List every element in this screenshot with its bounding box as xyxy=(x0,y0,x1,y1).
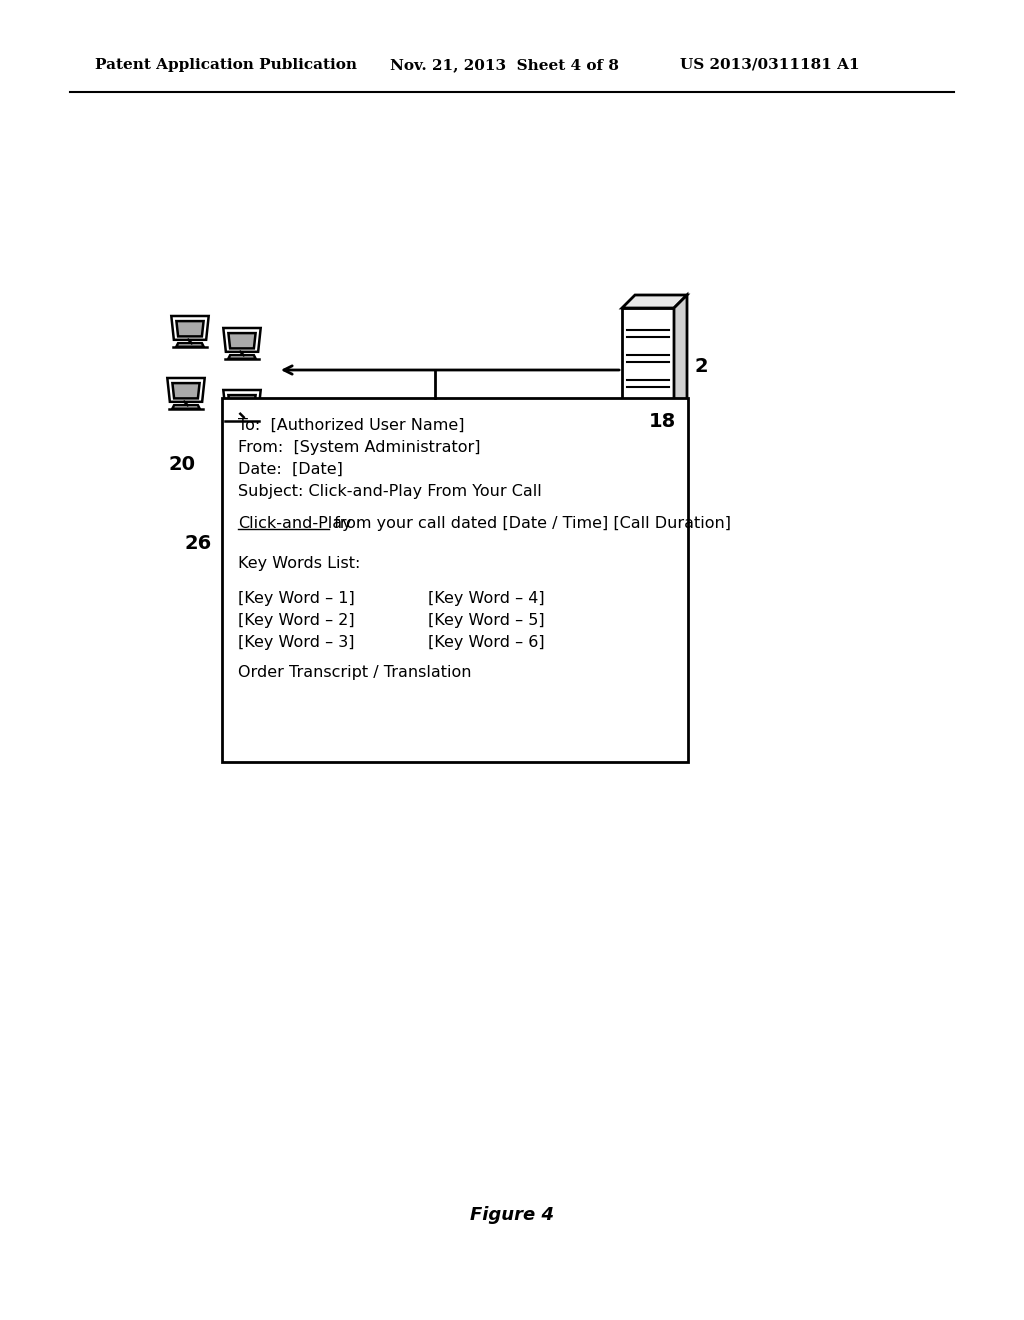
Polygon shape xyxy=(228,333,256,348)
Text: Order Transcript / Translation: Order Transcript / Translation xyxy=(238,665,471,680)
Text: [Key Word – 2]: [Key Word – 2] xyxy=(238,612,354,628)
Text: Patent Application Publication: Patent Application Publication xyxy=(95,58,357,73)
Text: To:  [Authorized User Name]: To: [Authorized User Name] xyxy=(238,418,465,433)
Text: Nov. 21, 2013  Sheet 4 of 8: Nov. 21, 2013 Sheet 4 of 8 xyxy=(390,58,618,73)
Text: Date:  [Date]: Date: [Date] xyxy=(238,462,343,477)
Polygon shape xyxy=(171,315,209,339)
Text: 26: 26 xyxy=(184,535,211,553)
Polygon shape xyxy=(228,417,256,421)
Polygon shape xyxy=(674,294,687,440)
Text: [Key Word – 4]: [Key Word – 4] xyxy=(428,591,545,606)
Polygon shape xyxy=(223,327,261,352)
Polygon shape xyxy=(172,383,200,399)
Polygon shape xyxy=(223,389,261,413)
Polygon shape xyxy=(228,355,256,359)
Text: [Key Word – 5]: [Key Word – 5] xyxy=(428,612,545,628)
Text: 2: 2 xyxy=(694,356,708,375)
Polygon shape xyxy=(228,395,256,411)
Polygon shape xyxy=(167,378,205,401)
Text: from your call dated [Date / Time] [Call Duration]: from your call dated [Date / Time] [Call… xyxy=(329,516,731,531)
Text: 18: 18 xyxy=(649,412,676,432)
FancyBboxPatch shape xyxy=(222,399,688,762)
Text: [Key Word – 6]: [Key Word – 6] xyxy=(428,635,545,649)
Polygon shape xyxy=(172,405,200,409)
Text: [Key Word – 3]: [Key Word – 3] xyxy=(238,635,354,649)
Text: Key Words List:: Key Words List: xyxy=(238,556,360,570)
Text: From:  [System Administrator]: From: [System Administrator] xyxy=(238,440,480,455)
Polygon shape xyxy=(176,321,204,337)
Text: [Key Word – 1]: [Key Word – 1] xyxy=(238,591,354,606)
Text: US 2013/0311181 A1: US 2013/0311181 A1 xyxy=(680,58,859,73)
Text: Figure 4: Figure 4 xyxy=(470,1206,554,1224)
Text: Subject: Click-and-Play From Your Call: Subject: Click-and-Play From Your Call xyxy=(238,484,542,499)
FancyBboxPatch shape xyxy=(622,308,674,440)
Text: Click-and-Play: Click-and-Play xyxy=(238,516,351,531)
Polygon shape xyxy=(622,294,687,308)
Polygon shape xyxy=(176,343,204,347)
Text: 20: 20 xyxy=(168,455,195,474)
